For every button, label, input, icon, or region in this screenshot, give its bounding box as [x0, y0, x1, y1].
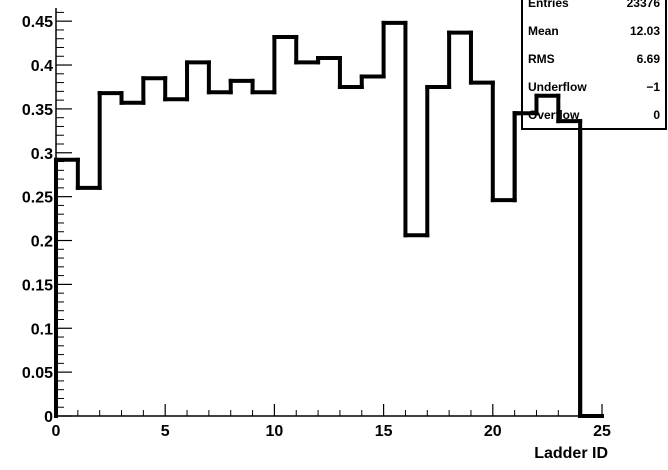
y-tick-label: 0: [44, 409, 53, 426]
y-tick-label: 0.4: [31, 58, 53, 75]
y-tick-label: 0.1: [31, 321, 53, 338]
x-tick-label: 15: [375, 423, 393, 440]
stats-label: Entries: [528, 0, 569, 10]
stats-value: 12.03: [630, 24, 660, 38]
histogram-overlay: [512, 93, 604, 418]
stats-value: −1: [646, 80, 660, 94]
stats-label: Mean: [528, 24, 559, 38]
y-axis: 0 0.05 0.1 0.15 0.2 0.25 0.3 0.35 0.4 0.45: [22, 8, 72, 426]
stats-label: RMS: [528, 52, 555, 66]
stats-label: Underflow: [528, 80, 587, 94]
x-tick-label: 5: [161, 423, 170, 440]
x-tick-label: 10: [266, 423, 284, 440]
stats-value: 23376: [627, 0, 661, 10]
x-axis: 0 5 10 15 20 25: [52, 404, 611, 440]
stats-box: Entries 23376 Mean 12.03 RMS 6.69 Underflow −1 O…: [521, 0, 667, 130]
y-tick-label: 0.35: [22, 102, 53, 119]
y-tick-label: 0.45: [22, 14, 53, 31]
stats-value: 0: [653, 108, 660, 122]
y-tick-label: 0.25: [22, 190, 53, 207]
stats-value: 6.69: [637, 52, 661, 66]
x-tick-label: 20: [484, 423, 502, 440]
x-tick-label: 0: [52, 423, 61, 440]
x-axis-title: Ladder ID: [534, 445, 608, 462]
stats-box-frame: [521, 0, 667, 130]
stats-label: Overflow: [528, 108, 580, 122]
y-tick-label: 0.3: [31, 146, 53, 163]
y-tick-label: 0.15: [22, 277, 53, 294]
y-tick-label: 0.2: [31, 234, 53, 251]
y-tick-label: 0.05: [22, 365, 53, 382]
histogram-series: [54, 20, 604, 418]
x-tick-label: 25: [593, 423, 611, 440]
